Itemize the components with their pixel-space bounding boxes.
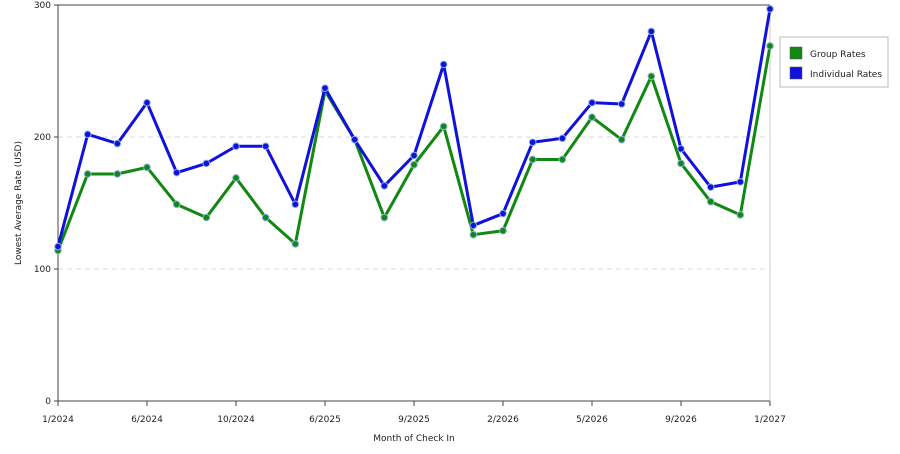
legend-swatch <box>789 46 803 60</box>
data-point <box>677 159 685 168</box>
data-point <box>172 200 181 209</box>
series-0 <box>54 42 774 255</box>
y-tick-label: 200 <box>34 133 51 143</box>
data-point <box>469 221 478 230</box>
data-point <box>469 230 478 239</box>
grid <box>58 136 770 270</box>
x-tick-label: 6/2025 <box>309 415 341 425</box>
data-point <box>439 122 448 131</box>
data-point <box>528 138 537 147</box>
y-tick-label: 0 <box>45 397 51 407</box>
data-point <box>410 151 418 160</box>
data-point <box>558 134 567 143</box>
data-point <box>499 209 507 218</box>
series-lines <box>54 5 774 255</box>
data-point <box>647 27 656 36</box>
x-tick-label: 1/2024 <box>42 415 74 425</box>
data-point <box>617 135 626 144</box>
data-point <box>143 163 151 172</box>
data-point <box>261 213 270 222</box>
data-point <box>528 155 537 164</box>
series-line <box>56 8 772 247</box>
data-point <box>350 135 359 144</box>
data-point <box>499 226 507 235</box>
data-point <box>113 139 122 148</box>
data-point <box>410 160 418 169</box>
axes <box>54 4 771 406</box>
legend-label: Individual Rates <box>810 70 882 80</box>
y-axis-title: Lowest Average Rate (USD) <box>14 141 24 265</box>
x-tick-label: 10/2024 <box>217 415 255 425</box>
x-tick-label: 5/2026 <box>576 415 608 425</box>
data-point <box>172 168 181 177</box>
data-point <box>113 170 122 178</box>
tick-labels: 0 100 200 300 1/2024 6/2024 10/2024 6/2025 9/202… <box>34 1 786 425</box>
x-tick-label: 1/2027 <box>754 415 786 425</box>
data-point <box>143 98 151 107</box>
data-point <box>232 174 240 182</box>
data-point <box>588 113 596 121</box>
x-axis-title: Month of Check In <box>373 434 455 444</box>
data-point <box>232 142 240 151</box>
y-tick-label: 300 <box>34 1 51 11</box>
y-tick-label: 100 <box>34 265 51 275</box>
legend: Group Rates Individual Rates <box>779 36 889 88</box>
data-point <box>439 60 448 69</box>
data-point <box>83 130 92 139</box>
x-tick-label: 9/2026 <box>665 415 697 425</box>
data-point <box>766 5 774 13</box>
data-point <box>736 211 745 219</box>
legend-swatch <box>789 66 803 80</box>
x-tick-label: 6/2024 <box>131 415 163 425</box>
data-point <box>321 84 329 92</box>
x-tick-label: 2/2026 <box>487 415 519 425</box>
data-point <box>766 42 774 50</box>
data-point <box>706 197 715 206</box>
series-1 <box>54 5 774 251</box>
data-point <box>706 183 715 191</box>
data-point <box>736 178 745 186</box>
legend-label: Group Rates <box>810 50 866 60</box>
data-point <box>677 145 685 153</box>
data-point <box>261 142 270 151</box>
data-point <box>202 159 211 168</box>
data-point <box>291 200 300 209</box>
data-point <box>588 98 596 107</box>
data-point <box>617 100 626 108</box>
data-point <box>83 170 92 178</box>
x-tick-label: 9/2025 <box>398 415 430 425</box>
data-point <box>291 240 300 248</box>
data-point <box>380 182 389 190</box>
data-point <box>54 242 62 251</box>
data-point <box>647 72 656 81</box>
data-point <box>380 213 389 222</box>
data-point <box>202 213 211 222</box>
data-point <box>558 155 567 164</box>
